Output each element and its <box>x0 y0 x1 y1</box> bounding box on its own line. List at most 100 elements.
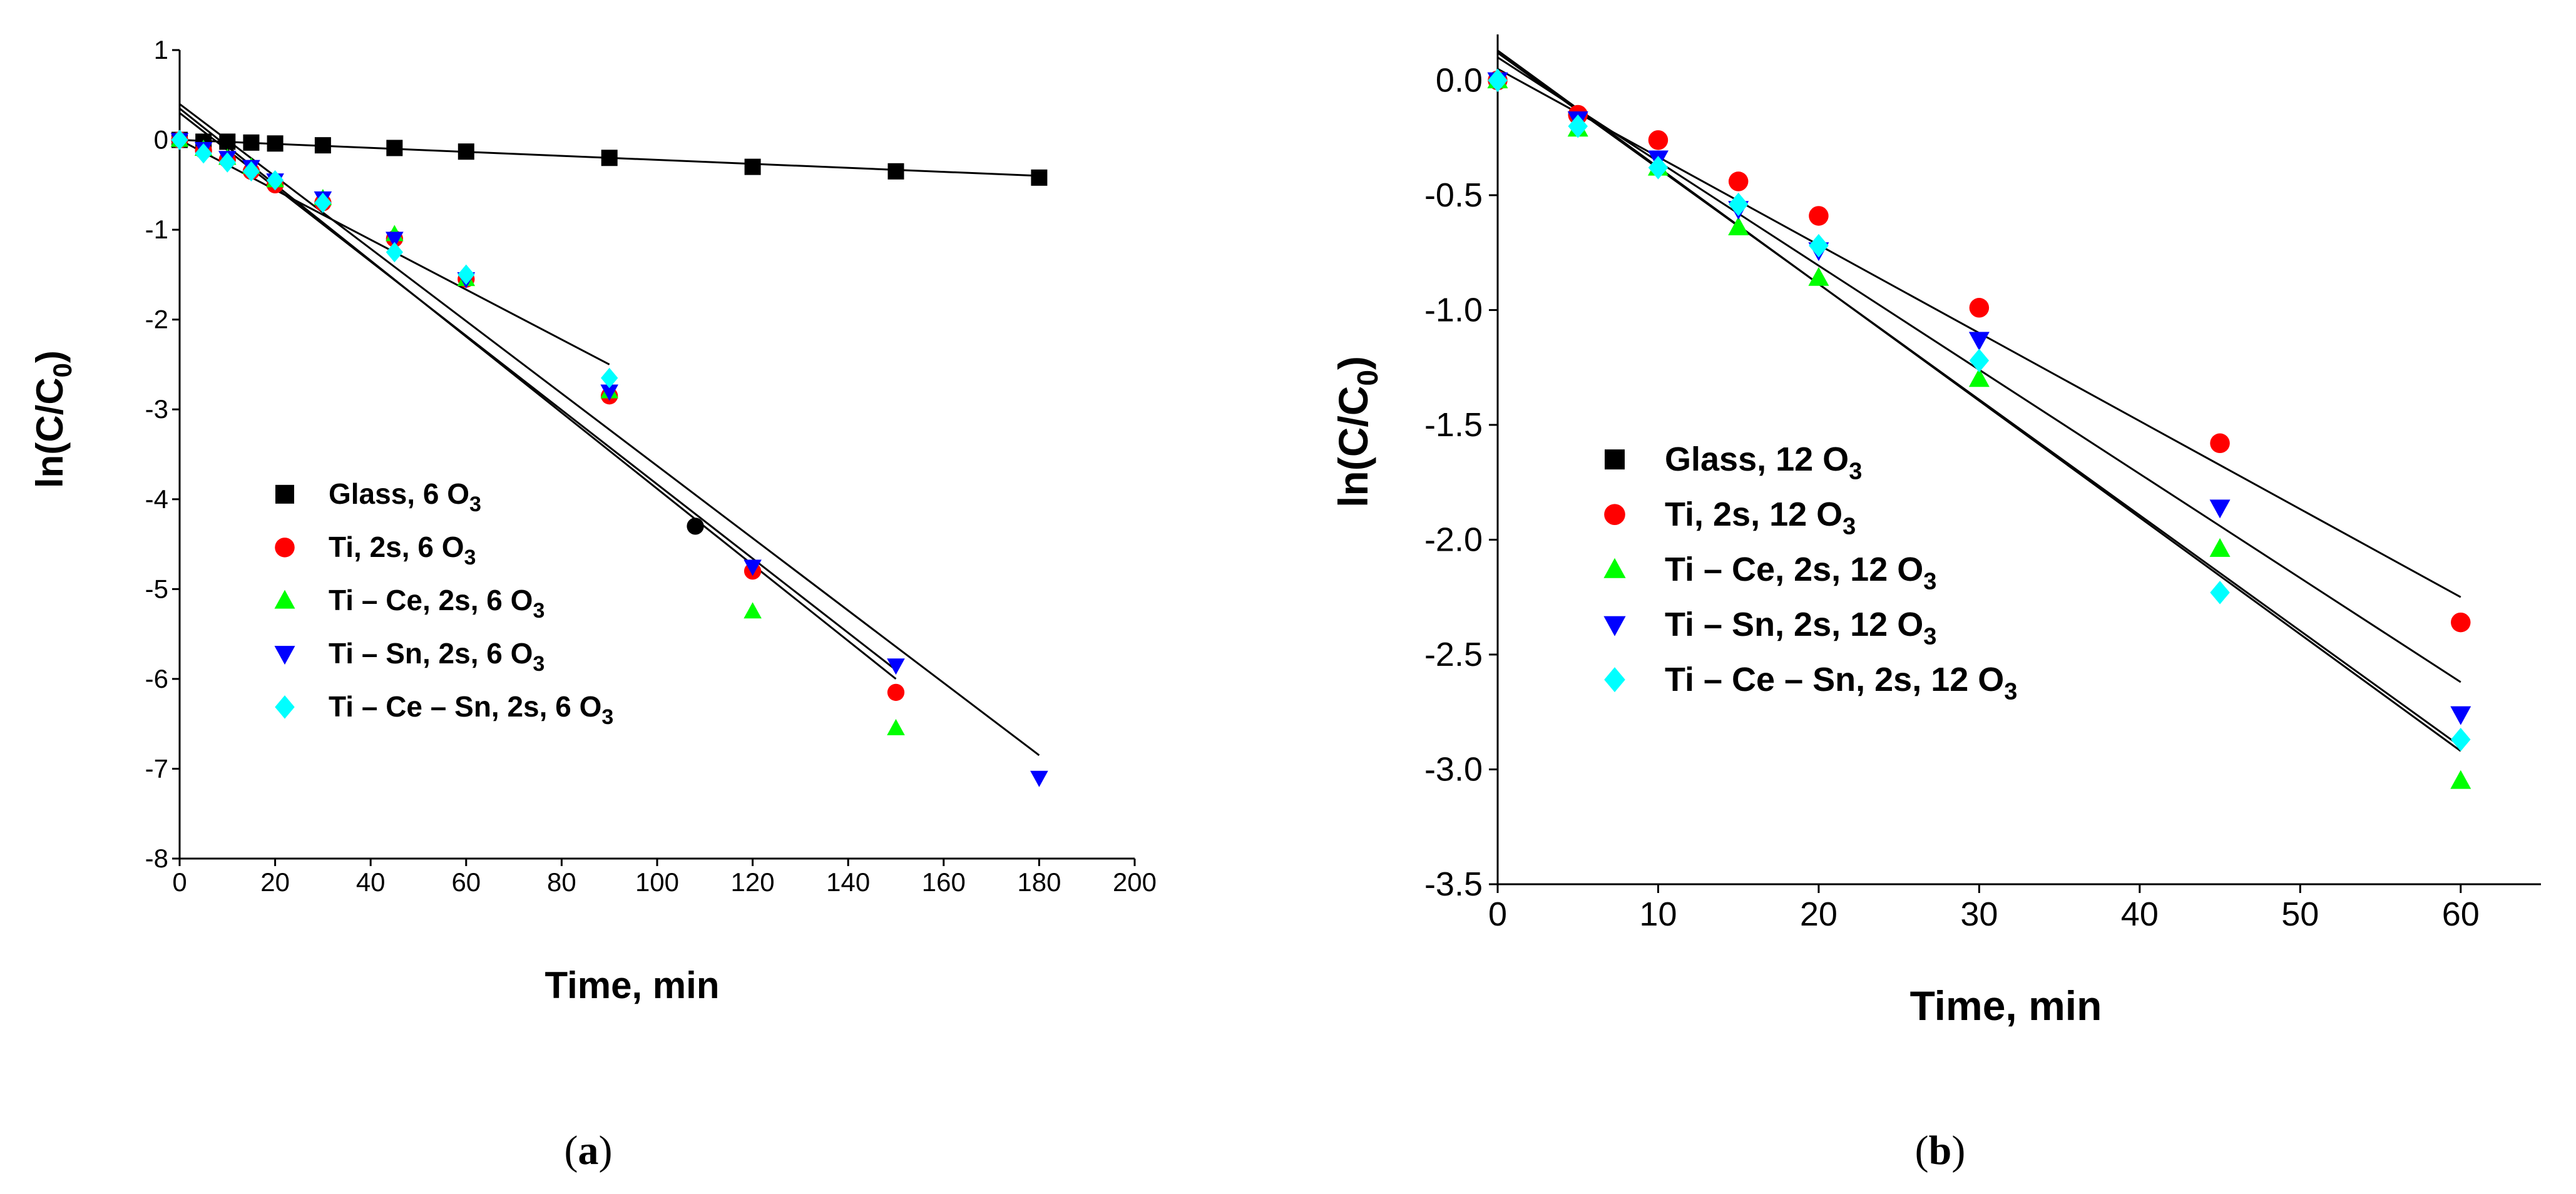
x-axis-label-b: Time, min <box>1910 982 2102 1029</box>
legend-label-b: Ti – Ce, 2s, 12 O <box>1665 551 1923 588</box>
data-point-b <box>1648 130 1669 150</box>
legend-label-sub-b: 3 <box>1843 513 1856 539</box>
legend-label-sub-a: 3 <box>601 705 613 729</box>
legend-marker-a <box>274 646 295 665</box>
legend-marker-a <box>274 589 295 609</box>
data-point-a <box>600 384 618 401</box>
chart-panel-a: 0 20 40 60 80 100 120 140 160 180 200 1 0 -1 -2 -3 -4 -5 -… <box>29 35 1157 1173</box>
data-point-b <box>1968 332 1990 351</box>
x-tick-label-b: 30 <box>1960 896 1998 933</box>
data-point-b <box>1488 68 1508 93</box>
fit-line-a <box>179 112 897 671</box>
y-tick-label-a: -8 <box>145 844 168 873</box>
legend-label-b: Ti – Sn, 2s, 12 O <box>1665 606 1923 643</box>
legend-label-sub-b: 3 <box>2004 678 2017 705</box>
legend-entry-a: Glass, 6 O3 <box>329 477 481 516</box>
x-tick-label-a: 0 <box>172 867 187 897</box>
data-point-b <box>1969 298 1990 318</box>
data-point-a <box>386 242 403 263</box>
legend-marker-a <box>275 484 294 504</box>
data-point-a <box>601 150 618 166</box>
y-tick-label-b: -1.0 <box>1424 291 1483 329</box>
caption-a: (a) <box>565 1128 613 1173</box>
y-axis-label-b: ln(C/C0) <box>1330 356 1384 508</box>
data-point-a <box>887 683 905 702</box>
data-point-b <box>2451 728 2471 752</box>
legend-entry-b: Ti – Ce – Sn, 2s, 12 O3 <box>1665 661 2017 705</box>
data-point-a <box>243 134 260 151</box>
y-tick-label-a: -1 <box>145 215 168 244</box>
y-axis-label-a: ln(C/C0) <box>29 350 77 488</box>
legend-entry-a: Ti – Ce, 2s, 6 O3 <box>329 584 544 623</box>
legend-marker-b <box>1604 667 1625 693</box>
y-tick-label-a: -3 <box>145 394 168 424</box>
x-axis-label-a: Time, min <box>545 964 720 1006</box>
plot-area-b: 0 10 20 30 40 50 60 0.0 -0.5 -1.0 -1.5 -2.0 -2.5 -3.0… <box>1424 34 2541 933</box>
caption-close-b: ) <box>1951 1128 1965 1173</box>
data-point-a <box>267 135 284 152</box>
data-point-b <box>1728 217 1749 236</box>
x-tick-label-a: 60 <box>451 867 481 897</box>
legend-label-a: Glass, 6 O <box>329 477 469 510</box>
legend-marker-a <box>275 538 295 558</box>
x-tick-label-b: 40 <box>2121 896 2159 933</box>
data-point-a <box>314 192 332 213</box>
data-point-b <box>1568 115 1588 138</box>
data-point-a <box>266 170 284 191</box>
data-point-b <box>1968 368 1990 387</box>
plot-area-a: 0 20 40 60 80 100 120 140 160 180 200 1 0 -1 -2 -3 -4 -5 -… <box>145 35 1157 897</box>
data-point-a <box>601 367 618 389</box>
legend-label-a: Ti – Ce – Sn, 2s, 6 O <box>329 690 601 723</box>
data-point-b <box>2450 770 2471 789</box>
y-axis-label-sub-b: 0 <box>1351 370 1384 386</box>
data-point-a <box>1031 169 1048 186</box>
data-point-b <box>1728 171 1749 191</box>
y-tick-label-b: -3.0 <box>1424 750 1483 788</box>
legend-label-a: Ti – Sn, 2s, 6 O <box>329 637 533 670</box>
x-tick-label-a: 20 <box>260 867 290 897</box>
legend-label-a: Ti, 2s, 6 O <box>329 531 464 563</box>
y-axis-label-main-a: ln(C/C <box>29 377 71 488</box>
y-tick-label-b: -2.5 <box>1424 636 1483 673</box>
data-point-a <box>314 137 331 154</box>
caption-b: (b) <box>1915 1128 1966 1173</box>
data-point-b <box>2210 581 2230 605</box>
data-point-b <box>1809 233 1829 258</box>
data-point-a <box>218 152 236 173</box>
legend-entry-a: Ti – Ce – Sn, 2s, 6 O3 <box>329 690 613 729</box>
legend-entry-a: Ti, 2s, 6 O3 <box>329 531 476 569</box>
x-tick-label-b: 60 <box>2442 896 2480 933</box>
legend-entry-b: Glass, 12 O3 <box>1665 441 1862 484</box>
legend-label-b: Glass, 12 O <box>1665 441 1849 478</box>
x-tick-label-a: 200 <box>1113 867 1157 897</box>
y-tick-label-a: -6 <box>145 664 168 693</box>
x-tick-label-a: 160 <box>922 867 966 897</box>
caption-letter-b: b <box>1929 1128 1952 1173</box>
legend-label-sub-a: 3 <box>533 599 544 623</box>
data-point-b <box>1808 267 1829 286</box>
fit-line-a <box>179 108 897 680</box>
y-tick-label-a: -2 <box>145 305 168 334</box>
legend-entry-b: Ti, 2s, 12 O3 <box>1665 496 1856 539</box>
legend-entry-b: Ti – Ce, 2s, 12 O3 <box>1665 551 1936 594</box>
data-point-a <box>171 130 188 150</box>
chart-panel-b: 0 10 20 30 40 50 600.0-0.5-1.0-1.5-2.0-2.5-3.0… <box>1330 34 2541 1173</box>
legend-label-sub-b: 3 <box>1923 623 1936 650</box>
y-tick-label-a: -7 <box>145 753 168 783</box>
data-point-b <box>2451 612 2471 633</box>
y-axis-label-sub-a: 0 <box>48 363 77 377</box>
y-axis-label-close-b: ) <box>1330 356 1376 370</box>
data-point-a <box>744 602 762 619</box>
y-tick-label-b: 0.0 <box>1436 61 1483 99</box>
legend-label-sub-a: 3 <box>469 492 481 516</box>
legend-label-b: Ti, 2s, 12 O <box>1665 496 1843 533</box>
data-point-a <box>687 518 704 535</box>
y-tick-label-b: -3.5 <box>1424 865 1483 903</box>
data-point-a <box>219 133 236 150</box>
data-point-a <box>195 143 212 164</box>
data-point-b <box>1969 349 1990 372</box>
y-tick-label-a: 0 <box>154 125 168 155</box>
y-tick-label-b: -0.5 <box>1424 176 1483 214</box>
data-point-b <box>1809 206 1829 226</box>
